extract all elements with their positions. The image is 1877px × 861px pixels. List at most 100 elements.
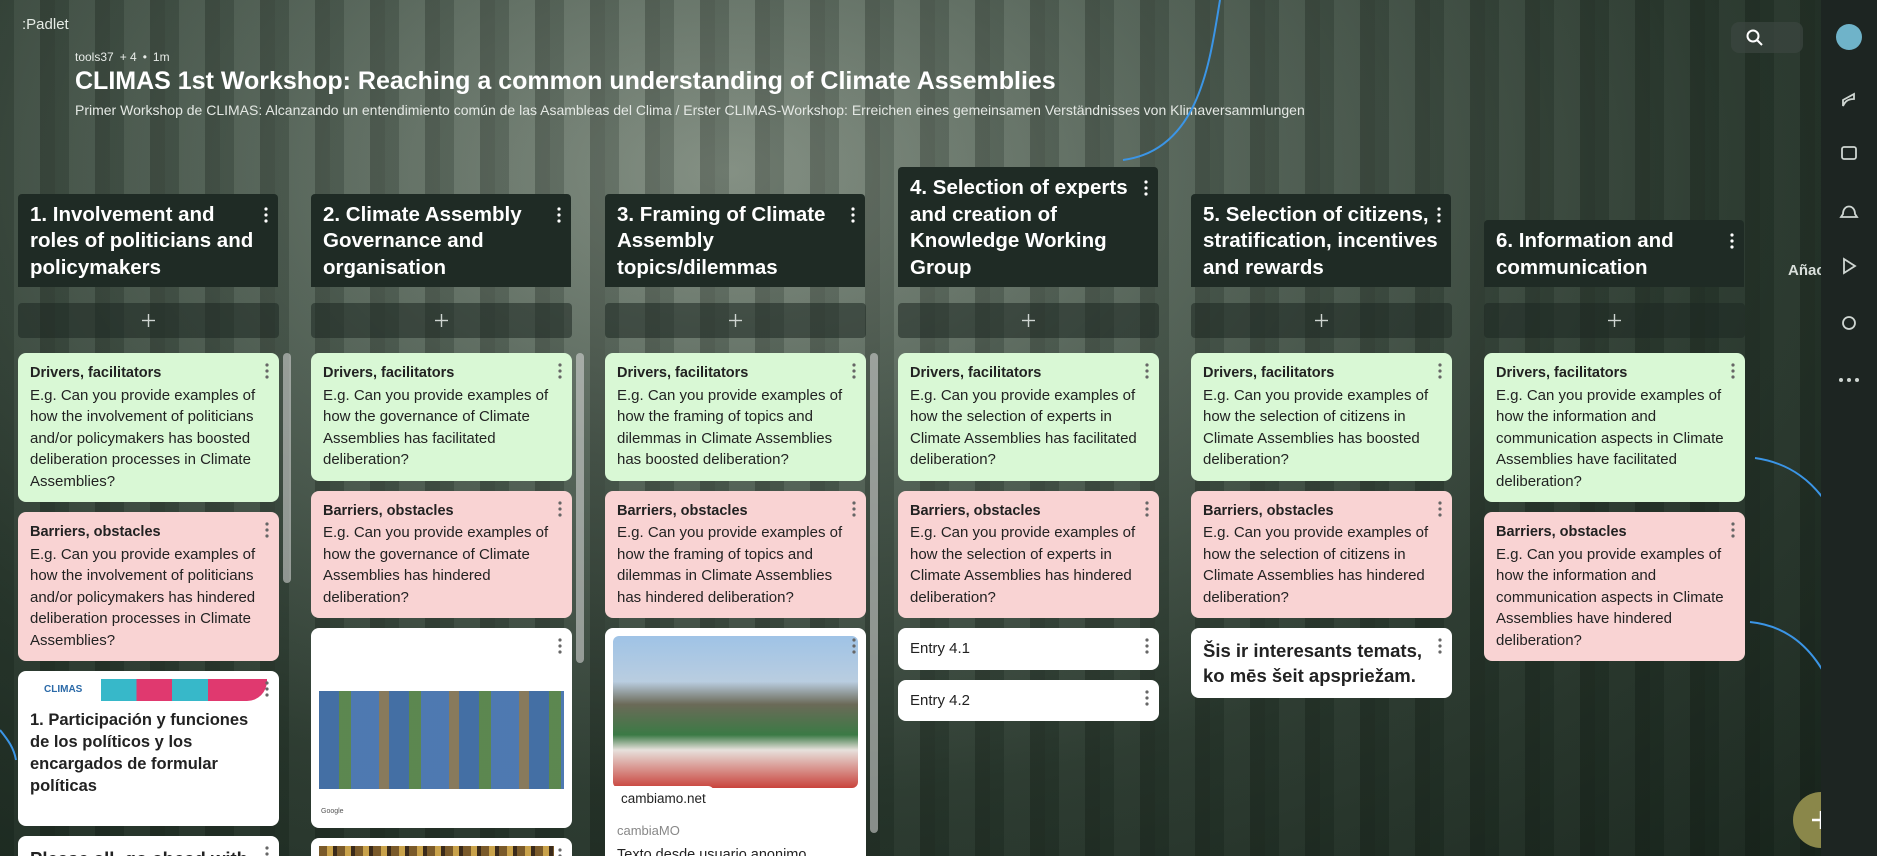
slide-logo: CLIMAS	[30, 679, 82, 701]
card-body: E.g. Can you provide examples of how the…	[1203, 385, 1440, 471]
column-title: 1. Involvement and roles of politicians …	[30, 202, 266, 282]
card[interactable]: Entry 4.2	[898, 680, 1159, 722]
column-header: 2. Climate Assembly Governance and organ…	[311, 194, 571, 288]
card[interactable]: Google	[311, 628, 572, 828]
card-heading: Barriers, obstacles	[323, 501, 560, 523]
card-menu[interactable]	[1145, 690, 1149, 706]
card-menu[interactable]	[1438, 363, 1442, 379]
card-menu[interactable]	[1438, 501, 1442, 517]
add-post-row[interactable]	[898, 303, 1159, 338]
card-menu[interactable]	[557, 204, 561, 220]
avatar[interactable]	[1836, 24, 1862, 50]
scrollbar	[870, 353, 878, 833]
slide-banner: CLIMAS	[30, 679, 267, 701]
card-menu[interactable]	[1731, 522, 1735, 538]
card-menu[interactable]	[852, 638, 856, 654]
card-menu[interactable]	[265, 846, 269, 856]
card-menu[interactable]	[1145, 363, 1149, 379]
card-list: Drivers, facilitatorsE.g. Can you provid…	[311, 353, 572, 856]
add-post-row[interactable]	[311, 303, 572, 338]
card-body: E.g. Can you provide examples of how the…	[1496, 385, 1733, 493]
card-body: Entry 4.2	[910, 690, 1147, 712]
card-menu[interactable]	[852, 501, 856, 517]
card-menu[interactable]	[1730, 230, 1734, 246]
card-heading: Barriers, obstacles	[617, 501, 854, 523]
board: :Padlet tools37 + 4 • 1m CLIMAS 1st Work…	[0, 0, 1821, 856]
card-menu[interactable]	[1731, 363, 1735, 379]
card[interactable]: CLIMAS 1. Participación y funciones de lo…	[18, 671, 279, 826]
card-menu[interactable]	[265, 363, 269, 379]
card[interactable]: Šis ir interesants temats, ko mēs šeit a…	[1191, 628, 1452, 698]
card-body: Texto desde usuario anonimo	[617, 845, 854, 856]
scrollbar	[576, 353, 584, 663]
card-heading: Drivers, facilitators	[30, 363, 267, 385]
column-title: 5. Selection of citizens, stratification…	[1203, 202, 1439, 282]
card-heading: Barriers, obstacles	[1203, 501, 1440, 523]
page: :Padlet tools37 + 4 • 1m CLIMAS 1st Work…	[0, 0, 1877, 856]
add-post-row[interactable]	[1191, 303, 1452, 338]
column-title: 4. Selection of experts and creation of …	[910, 175, 1146, 281]
card-list: Drivers, facilitatorsE.g. Can you provid…	[1484, 353, 1745, 671]
card-menu[interactable]	[265, 681, 269, 697]
card-body: Please all, go ahead with	[30, 846, 267, 856]
column: 3. Framing of Climate Assembly topics/di…	[605, 0, 866, 856]
card-menu[interactable]	[1437, 204, 1441, 220]
column: 4. Selection of experts and creation of …	[898, 0, 1159, 856]
side-hint: Añac	[1788, 262, 1821, 279]
card[interactable]	[311, 838, 572, 856]
card-heading: Drivers, facilitators	[1496, 363, 1733, 385]
card-menu[interactable]	[265, 522, 269, 538]
card-menu[interactable]	[1145, 501, 1149, 517]
add-post-row[interactable]	[605, 303, 866, 338]
card-menu[interactable]	[558, 501, 562, 517]
card-menu[interactable]	[264, 204, 268, 220]
card-menu[interactable]	[1438, 638, 1442, 654]
card-heading: Drivers, facilitators	[910, 363, 1147, 385]
card-menu[interactable]	[852, 363, 856, 379]
card[interactable]: Entry 4.1	[898, 628, 1159, 670]
card-menu[interactable]	[558, 363, 562, 379]
card-menu[interactable]	[851, 204, 855, 220]
card-body: E.g. Can you provide examples of how the…	[617, 522, 854, 608]
card-body: E.g. Can you provide examples of how the…	[323, 385, 560, 471]
card-menu[interactable]	[558, 848, 562, 856]
map-source: Google	[321, 801, 344, 823]
card-body: E.g. Can you provide examples of how the…	[910, 385, 1147, 471]
card[interactable]: Please all, go ahead with	[18, 836, 279, 856]
card-heading: Barriers, obstacles	[910, 501, 1147, 523]
column: 2. Climate Assembly Governance and organ…	[311, 0, 572, 856]
column-title: 2. Climate Assembly Governance and organ…	[323, 202, 559, 282]
slide-text: 1. Participación y funciones de los polí…	[30, 709, 267, 797]
card-menu[interactable]	[1145, 638, 1149, 654]
map-image	[319, 691, 564, 789]
add-post-button[interactable]	[1793, 792, 1821, 848]
card-menu[interactable]	[558, 638, 562, 654]
link-domain: cambiamo.net	[613, 786, 714, 812]
card-body: Entry 4.1	[910, 638, 1147, 660]
add-post-row[interactable]	[1484, 303, 1745, 338]
add-post-row[interactable]	[18, 303, 279, 338]
card-body: Šis ir interesants temats, ko mēs šeit a…	[1203, 638, 1440, 688]
card-menu[interactable]	[1144, 177, 1148, 193]
card-heading: Drivers, facilitators	[323, 363, 560, 385]
card-heading: Drivers, facilitators	[617, 363, 854, 385]
column-title: 3. Framing of Climate Assembly topics/di…	[617, 202, 853, 282]
card-body: E.g. Can you provide examples of how the…	[617, 385, 854, 471]
